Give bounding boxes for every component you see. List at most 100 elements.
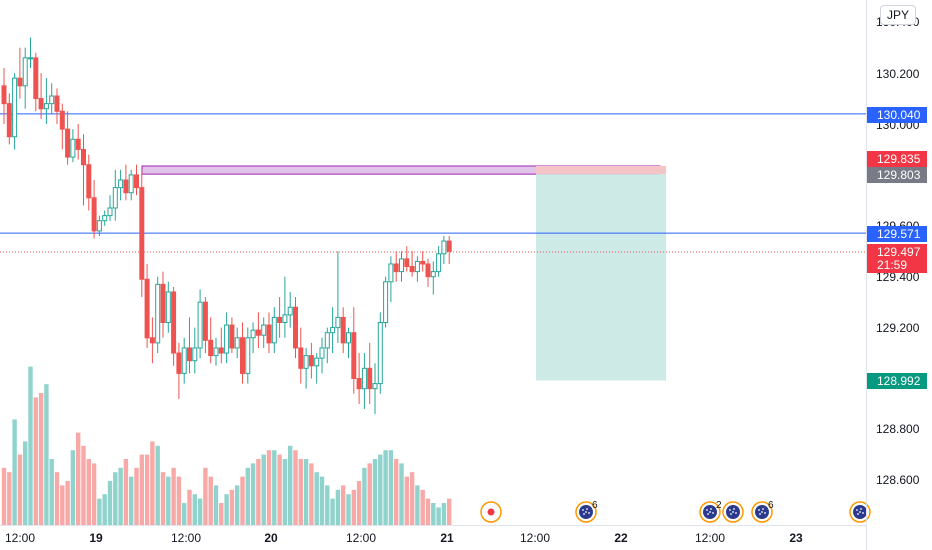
record-event-icon[interactable]: [480, 501, 502, 523]
price-tag[interactable]: 21:59: [867, 257, 927, 273]
candle-body[interactable]: [81, 148, 86, 166]
economic-event-icon[interactable]: [849, 501, 871, 523]
candle-body[interactable]: [171, 291, 177, 354]
candle-body[interactable]: [430, 271, 436, 278]
candle-body[interactable]: [255, 329, 261, 336]
candle-body[interactable]: [197, 301, 203, 349]
candle-body[interactable]: [86, 164, 92, 199]
candle-body[interactable]: [330, 327, 336, 334]
candle-body[interactable]: [28, 57, 33, 60]
candle-body[interactable]: [43, 103, 49, 110]
candle-body[interactable]: [245, 337, 251, 374]
candle-body[interactable]: [218, 347, 224, 354]
currency-badge[interactable]: JPY: [880, 5, 916, 25]
candle-body[interactable]: [118, 179, 124, 189]
candle-body[interactable]: [287, 306, 293, 316]
stop-loss-area[interactable]: [536, 165, 666, 175]
candle-body[interactable]: [446, 240, 452, 252]
candle-body[interactable]: [335, 316, 341, 329]
candle-body[interactable]: [404, 258, 410, 268]
candle-body[interactable]: [266, 324, 272, 344]
price-tag[interactable]: 129.497: [867, 244, 927, 260]
economic-event-icon[interactable]: 6: [751, 500, 774, 523]
candle-body[interactable]: [314, 357, 320, 367]
candle-body[interactable]: [361, 367, 367, 390]
candle-body[interactable]: [123, 179, 129, 194]
candle-body[interactable]: [181, 347, 187, 374]
candle-body[interactable]: [65, 128, 71, 158]
candle-body[interactable]: [436, 253, 442, 273]
candle-body[interactable]: [75, 138, 81, 150]
candle-body[interactable]: [324, 332, 330, 349]
candle-body[interactable]: [340, 316, 346, 344]
candle-body[interactable]: [187, 347, 192, 362]
candle-body[interactable]: [383, 281, 389, 324]
candle-body[interactable]: [377, 322, 383, 385]
candle-body[interactable]: [234, 337, 240, 349]
candle-body[interactable]: [208, 339, 214, 357]
candle-body[interactable]: [12, 77, 18, 138]
candle-body[interactable]: [1, 85, 7, 105]
chart-pane[interactable]: 6 2 6: [0, 0, 871, 525]
candle-body[interactable]: [176, 352, 182, 374]
candle-body[interactable]: [356, 378, 362, 390]
economic-event-icon[interactable]: 2: [699, 500, 722, 523]
economic-event-icon[interactable]: [722, 501, 744, 523]
candle-body[interactable]: [277, 316, 283, 324]
candle-body[interactable]: [282, 314, 288, 324]
candle-body[interactable]: [414, 260, 420, 273]
time-axis[interactable]: 12:00 19 12:00 20 12:00 21 12:00 22 12:00 23: [0, 525, 866, 546]
candle-body[interactable]: [128, 174, 134, 194]
candle-body[interactable]: [240, 337, 245, 374]
candle-body[interactable]: [96, 220, 102, 232]
candle-body[interactable]: [144, 278, 150, 339]
candle-body[interactable]: [224, 324, 230, 354]
candle-body[interactable]: [420, 260, 426, 265]
candle-body[interactable]: [293, 306, 298, 349]
candle-body[interactable]: [441, 240, 447, 255]
candle-body[interactable]: [91, 197, 97, 232]
candle-body[interactable]: [202, 301, 208, 341]
candle-body[interactable]: [367, 367, 373, 390]
price-tag[interactable]: 129.835: [867, 151, 927, 167]
price-tag[interactable]: 129.571: [867, 226, 927, 242]
candle-body[interactable]: [49, 95, 55, 105]
candle-body[interactable]: [59, 110, 65, 130]
candle-body[interactable]: [308, 355, 314, 367]
economic-event-icon[interactable]: 6: [575, 500, 598, 523]
candle-body[interactable]: [192, 347, 198, 362]
candle-body[interactable]: [149, 337, 155, 344]
candle-body[interactable]: [22, 57, 28, 87]
candle-body[interactable]: [134, 174, 139, 189]
candle-body[interactable]: [250, 329, 256, 339]
candle-body[interactable]: [139, 187, 145, 280]
candle-body[interactable]: [319, 347, 325, 359]
candle-body[interactable]: [346, 332, 351, 344]
candle-body[interactable]: [112, 187, 118, 209]
candle-body[interactable]: [155, 283, 161, 344]
candle-body[interactable]: [17, 77, 23, 87]
take-profit-area[interactable]: [536, 174, 666, 381]
candle-body[interactable]: [38, 98, 44, 110]
candle-body[interactable]: [261, 324, 267, 336]
price-tag[interactable]: 130.040: [867, 107, 927, 123]
candle-body[interactable]: [393, 263, 399, 273]
candle-body[interactable]: [409, 266, 415, 273]
candle-body[interactable]: [70, 138, 76, 158]
candle-body[interactable]: [351, 332, 357, 380]
candle-body[interactable]: [372, 383, 378, 390]
candle-body[interactable]: [33, 57, 39, 100]
candle-body[interactable]: [54, 95, 60, 112]
candle-body[interactable]: [271, 316, 277, 344]
candle-body[interactable]: [107, 207, 113, 217]
candle-body[interactable]: [399, 258, 404, 273]
candle-body[interactable]: [298, 347, 304, 369]
candle-body[interactable]: [165, 291, 171, 324]
candle-body[interactable]: [213, 347, 219, 357]
price-tag[interactable]: 128.992: [867, 373, 927, 389]
candle-body[interactable]: [388, 263, 394, 283]
candle-body[interactable]: [229, 324, 235, 349]
candle-body[interactable]: [102, 215, 108, 222]
price-tag[interactable]: 129.803: [867, 167, 927, 183]
candle-body[interactable]: [6, 103, 12, 138]
